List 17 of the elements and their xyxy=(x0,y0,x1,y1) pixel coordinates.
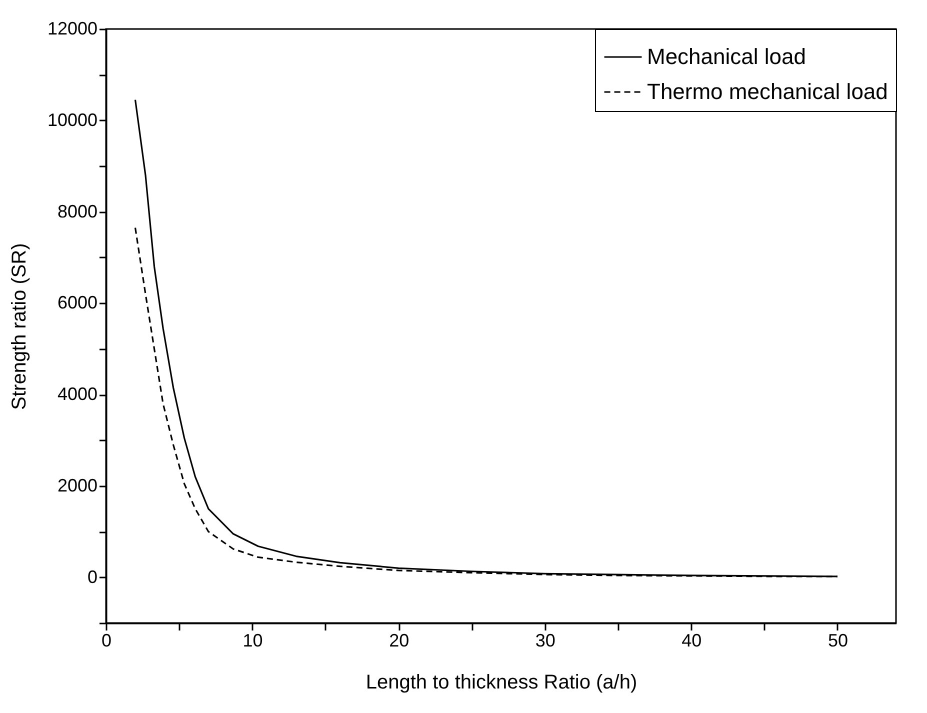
y-tick-label: 10000 xyxy=(47,110,98,130)
y-tick-label: 8000 xyxy=(57,201,98,222)
legend-label: Thermo mechanical load xyxy=(647,79,888,104)
y-tick-label: 6000 xyxy=(57,292,98,313)
y-tick-label: 12000 xyxy=(47,18,98,38)
y-tick-label: 0 xyxy=(87,566,98,587)
y-tick-label: 4000 xyxy=(57,384,98,404)
y-axis-title: Strength ratio (SR) xyxy=(8,243,30,410)
x-tick-label: 50 xyxy=(828,630,848,650)
x-axis-title: Length to thickness Ratio (a/h) xyxy=(366,672,638,694)
y-tick-label: 2000 xyxy=(57,475,98,496)
legend-label: Mechanical load xyxy=(647,44,806,69)
x-tick-label: 10 xyxy=(242,630,263,650)
x-tick-label: 0 xyxy=(101,630,112,650)
x-tick-label: 40 xyxy=(682,630,702,650)
x-tick-label: 30 xyxy=(535,630,556,650)
x-tick-label: 20 xyxy=(389,630,410,650)
